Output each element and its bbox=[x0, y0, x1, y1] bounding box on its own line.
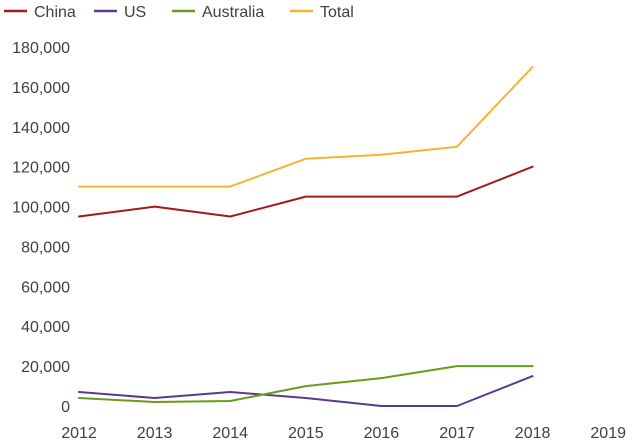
legend-item-us: US bbox=[94, 4, 146, 21]
y-tick-label: 20,000 bbox=[21, 359, 70, 376]
legend-label: Total bbox=[320, 4, 354, 21]
series-line-total bbox=[78, 65, 534, 188]
y-tick-label: 80,000 bbox=[21, 239, 70, 256]
x-tick-label: 2017 bbox=[439, 425, 475, 441]
x-tick-label: 2018 bbox=[515, 425, 551, 441]
y-tick-label: 160,000 bbox=[12, 80, 70, 97]
x-tick-label: 2016 bbox=[364, 425, 400, 441]
legend-label: China bbox=[34, 4, 76, 21]
y-tick-label: 140,000 bbox=[12, 120, 70, 137]
x-tick-label: 2015 bbox=[288, 425, 324, 441]
y-tick-label: 180,000 bbox=[12, 40, 70, 57]
series-line-australia bbox=[78, 365, 534, 403]
plot-area bbox=[78, 65, 534, 407]
series-line-us bbox=[78, 375, 534, 407]
legend-label: Australia bbox=[202, 4, 264, 21]
x-tick-label: 2012 bbox=[61, 425, 97, 441]
x-tick-label: 2019 bbox=[590, 425, 626, 441]
y-tick-label: 100,000 bbox=[12, 200, 70, 217]
y-axis: 0 20,000 40,000 60,000 80,000 100,000 120,000 1… bbox=[12, 40, 70, 416]
series-line-china bbox=[78, 165, 534, 218]
y-tick-label: 120,000 bbox=[12, 160, 70, 177]
x-tick-label: 2013 bbox=[137, 425, 173, 441]
x-tick-label: 2014 bbox=[212, 425, 248, 441]
y-tick-label: 60,000 bbox=[21, 279, 70, 296]
y-tick-label: 0 bbox=[61, 399, 70, 416]
legend: China US Australia Total bbox=[4, 4, 354, 21]
x-axis: 2012 2013 2014 2015 2016 2017 2018 2019 bbox=[61, 425, 626, 441]
legend-item-china: China bbox=[4, 4, 76, 21]
legend-item-australia: Australia bbox=[172, 4, 264, 21]
legend-item-total: Total bbox=[290, 4, 354, 21]
y-tick-label: 40,000 bbox=[21, 319, 70, 336]
legend-label: US bbox=[124, 4, 146, 21]
